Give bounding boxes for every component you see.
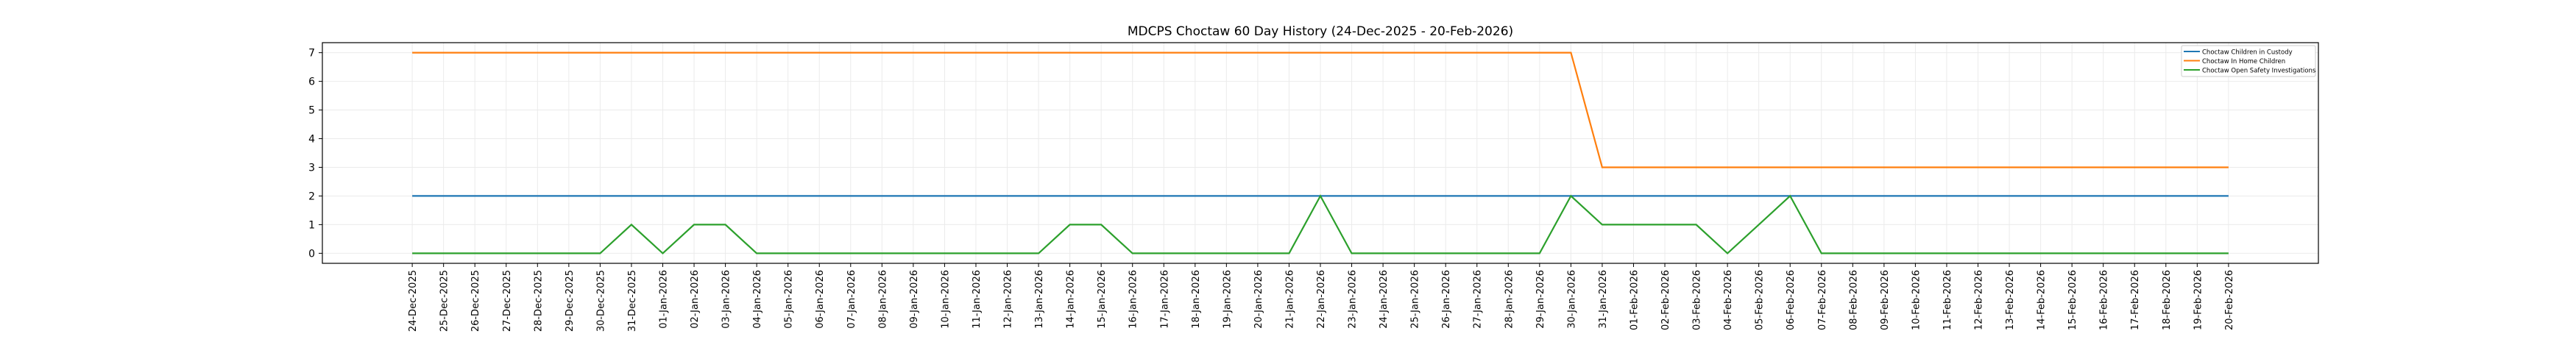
x-tick-label: 31-Jan-2026	[1598, 270, 1609, 329]
x-tick-label: 09-Feb-2026	[1880, 270, 1891, 330]
x-tick-label: 22-Jan-2026	[1316, 270, 1327, 329]
x-tick-label: 28-Jan-2026	[1504, 270, 1515, 329]
x-tick-label: 07-Feb-2026	[1817, 270, 1828, 330]
x-tick-label: 26-Jan-2026	[1441, 270, 1452, 329]
x-tick-label: 20-Feb-2026	[2224, 270, 2235, 330]
x-tick-label: 07-Jan-2026	[846, 270, 857, 329]
x-tick-label: 09-Jan-2026	[909, 270, 920, 329]
y-tick-label: 2	[308, 191, 315, 202]
y-axis: 0 1 2 3 4 5 6 7	[308, 48, 322, 260]
series-line-2	[412, 194, 2229, 254]
x-tick-label: 27-Jan-2026	[1473, 270, 1484, 329]
series-line-1	[412, 51, 2229, 168]
x-axis: 24-Dec-2025 25-Dec-2025 26-Dec-2025 27-Dec-…	[408, 263, 2235, 332]
legend-box	[2181, 45, 2316, 77]
x-tick-label: 01-Jan-2026	[658, 270, 669, 329]
chart-title: MDCPS Choctaw 60 Day History (24-Dec-202…	[1128, 24, 1513, 39]
x-tick-label: 29-Dec-2025	[565, 270, 576, 332]
x-tick-label: 14-Jan-2026	[1066, 270, 1077, 329]
x-tick-label: 29-Jan-2026	[1535, 270, 1546, 329]
y-tick-label: 5	[308, 105, 315, 117]
x-tick-label: 25-Jan-2026	[1410, 270, 1421, 329]
x-tick-label: 31-Dec-2025	[627, 270, 638, 332]
plot-frame	[322, 42, 2319, 264]
legend-label: Choctaw In Home Children	[2202, 58, 2285, 65]
x-tick-label: 23-Jan-2026	[1348, 270, 1359, 329]
x-tick-label: 24-Jan-2026	[1379, 270, 1390, 329]
x-tick-label: 19-Feb-2026	[2193, 270, 2204, 330]
y-tick-label: 0	[308, 248, 315, 260]
x-tick-label: 13-Feb-2026	[2005, 270, 2016, 330]
legend-label: Choctaw Children in Custody	[2202, 49, 2293, 57]
x-tick-label: 03-Jan-2026	[721, 270, 732, 329]
x-tick-label: 08-Jan-2026	[877, 270, 888, 329]
x-tick-label: 05-Jan-2026	[784, 270, 795, 329]
x-tick-label: 11-Jan-2026	[972, 270, 983, 329]
x-tick-label: 08-Feb-2026	[1848, 270, 1859, 330]
x-tick-label: 17-Jan-2026	[1159, 270, 1170, 329]
x-tick-label: 28-Dec-2025	[533, 270, 544, 332]
x-tick-label: 21-Jan-2026	[1284, 270, 1295, 329]
x-tick-label: 14-Feb-2026	[2037, 270, 2048, 330]
x-tick-label: 02-Jan-2026	[690, 270, 701, 329]
x-tick-label: 16-Jan-2026	[1128, 270, 1139, 329]
x-tick-label: 06-Feb-2026	[1786, 270, 1797, 330]
x-tick-label: 25-Dec-2025	[439, 270, 450, 332]
series-lines	[412, 51, 2229, 254]
x-tick-label: 11-Feb-2026	[1942, 270, 1953, 330]
x-tick-label: 27-Dec-2025	[502, 270, 513, 332]
y-tick-label: 6	[308, 76, 315, 88]
x-tick-label: 17-Feb-2026	[2130, 270, 2141, 330]
y-tick-label: 7	[308, 48, 315, 60]
x-tick-label: 18-Feb-2026	[2162, 270, 2173, 330]
x-tick-label: 18-Jan-2026	[1191, 270, 1202, 329]
x-tick-label: 30-Dec-2025	[595, 270, 606, 332]
y-tick-label: 4	[308, 134, 315, 146]
legend-label: Choctaw Open Safety Investigations	[2202, 68, 2316, 75]
x-tick-label: 19-Jan-2026	[1222, 270, 1233, 329]
x-tick-label: 26-Dec-2025	[470, 270, 481, 332]
x-tick-label: 06-Jan-2026	[815, 270, 826, 329]
x-tick-label: 12-Jan-2026	[1003, 270, 1014, 329]
x-tick-label: 04-Jan-2026	[752, 270, 763, 329]
x-tick-label: 20-Jan-2026	[1253, 270, 1264, 329]
x-tick-label: 05-Feb-2026	[1755, 270, 1766, 330]
y-tick-label: 3	[308, 162, 315, 174]
x-tick-label: 03-Feb-2026	[1692, 270, 1703, 330]
x-tick-label: 10-Jan-2026	[940, 270, 951, 329]
x-tick-label: 15-Feb-2026	[2067, 270, 2078, 330]
x-tick-label: 13-Jan-2026	[1034, 270, 1045, 329]
y-tick-label: 1	[308, 219, 315, 231]
x-tick-label: 12-Feb-2026	[1974, 270, 1985, 330]
x-tick-label: 24-Dec-2025	[408, 270, 419, 332]
x-tick-label: 04-Feb-2026	[1723, 270, 1734, 330]
x-tick-label: 02-Feb-2026	[1660, 270, 1671, 330]
x-tick-label: 16-Feb-2026	[2099, 270, 2110, 330]
x-tick-label: 30-Jan-2026	[1566, 270, 1577, 329]
x-tick-label: 10-Feb-2026	[1911, 270, 1922, 330]
grid	[322, 43, 2318, 263]
x-tick-label: 01-Feb-2026	[1629, 270, 1640, 330]
x-tick-label: 15-Jan-2026	[1097, 270, 1108, 329]
